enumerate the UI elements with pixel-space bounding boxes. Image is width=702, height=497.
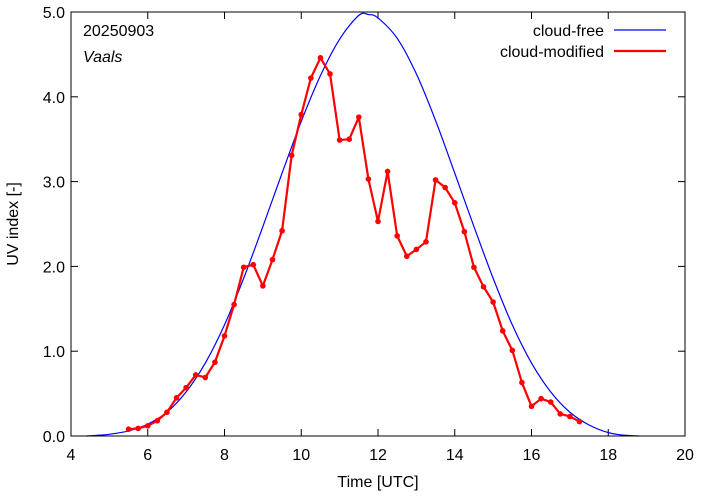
legend: cloud-free cloud-modified xyxy=(500,23,666,61)
y-tick-label: 4.0 xyxy=(43,90,65,107)
x-tick-label: 4 xyxy=(67,447,76,464)
x-axis-label: Time [UTC] xyxy=(337,474,418,491)
y-tick-label: 1.0 xyxy=(43,344,65,361)
plot-frame xyxy=(70,11,686,437)
date-annotation: 20250903 xyxy=(83,23,154,40)
y-axis-label: UV index [-] xyxy=(5,182,22,266)
cloud-modified-point xyxy=(557,411,564,417)
cloud-modified-point xyxy=(269,256,276,263)
cloud-modified-point xyxy=(173,395,180,401)
cloud-modified-point xyxy=(202,374,209,381)
cloud-modified-point xyxy=(375,218,381,225)
x-tick-label: 12 xyxy=(369,447,387,464)
cloud-modified-point xyxy=(346,136,353,142)
legend-label-cloud-modified: cloud-modified xyxy=(500,44,604,61)
y-tick-label: 2.0 xyxy=(43,259,65,276)
x-tick-label: 14 xyxy=(446,447,464,464)
cloud-modified-point xyxy=(509,347,516,354)
cloud-modified-point xyxy=(336,137,343,143)
cloud-modified-point xyxy=(164,409,170,416)
cloud-modified-point xyxy=(231,301,237,308)
cloud-modified-point xyxy=(432,177,439,183)
cloud-modified-point xyxy=(394,233,400,239)
cloud-modified-point xyxy=(365,176,372,182)
cloud-modified-point xyxy=(154,417,161,424)
cloud-modified-point xyxy=(192,372,199,378)
cloud-modified-point xyxy=(260,283,266,289)
ticks-layer: 4 6 8 10 12 14 16 18 20 0.0 1.0 2.0 3.0 4.0 5.0 xyxy=(43,5,694,464)
cloud-modified-point xyxy=(471,264,477,271)
cloud-modified-point xyxy=(221,333,228,339)
cloud-modified-point xyxy=(567,413,573,420)
legend-label-cloud-free: cloud-free xyxy=(533,23,604,40)
cloud-modified-point xyxy=(135,425,141,432)
cloud-modified-point xyxy=(240,264,247,271)
y-tick-label: 3.0 xyxy=(43,175,65,192)
y-tick-label: 0.0 xyxy=(43,429,65,446)
cloud-modified-point xyxy=(413,246,420,253)
x-tick-label: 6 xyxy=(143,447,152,464)
cloud-modified-point xyxy=(288,152,295,159)
x-tick-label: 8 xyxy=(220,447,229,464)
cloud-modified-point xyxy=(212,359,218,366)
cloud-modified-point xyxy=(317,54,324,61)
cloud-modified-point xyxy=(519,379,525,386)
y-tick-label: 5.0 xyxy=(43,5,65,22)
cloud-modified-point xyxy=(538,395,544,402)
cloud-modified-point xyxy=(125,426,132,433)
cloud-modified-point xyxy=(298,111,305,118)
cloud-modified-point xyxy=(279,227,285,234)
cloud-modified-point xyxy=(144,423,151,429)
cloud-modified-point xyxy=(183,384,189,391)
cloud-modified-point xyxy=(250,261,257,268)
cloud-modified-point xyxy=(403,253,410,260)
cloud-modified-point xyxy=(442,184,448,191)
cloud-modified-point xyxy=(490,299,496,305)
cloud-modified-point xyxy=(384,168,391,175)
cloud-modified-point xyxy=(547,399,554,405)
series-layer xyxy=(86,12,639,437)
cloud-modified-point xyxy=(576,418,583,425)
x-tick-label: 20 xyxy=(676,447,694,464)
cloud-modified-point xyxy=(499,328,506,334)
cloud-modified-point xyxy=(356,114,362,120)
location-annotation: Vaals xyxy=(83,49,122,66)
cloud-modified-point xyxy=(423,239,429,245)
x-tick-label: 10 xyxy=(292,447,310,464)
cloud-modified-point xyxy=(327,71,333,77)
x-tick-label: 18 xyxy=(599,447,617,464)
cloud-modified-point xyxy=(308,75,314,81)
cloud-modified-point xyxy=(528,403,535,410)
x-tick-label: 16 xyxy=(523,447,541,464)
cloud-modified-point xyxy=(451,200,458,206)
cloud-modified-point xyxy=(461,228,468,235)
cloud-modified-point xyxy=(480,283,487,290)
